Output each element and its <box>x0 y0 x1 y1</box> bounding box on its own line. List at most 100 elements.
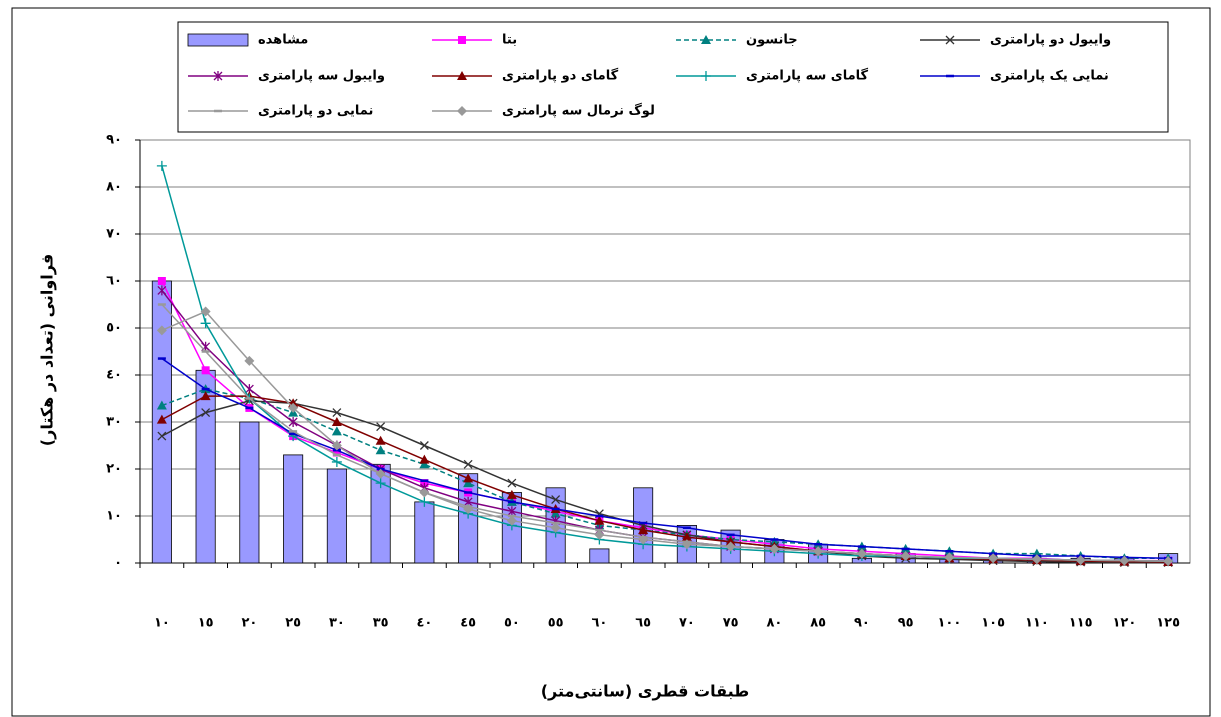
legend-label: مشاهده <box>258 33 308 48</box>
y-tick-label: ٠ <box>114 556 122 571</box>
legend-item: گامای سه پارامتری <box>676 68 869 84</box>
marker <box>157 285 167 296</box>
marker <box>1031 554 1042 565</box>
marker <box>506 515 517 526</box>
marker <box>1163 556 1174 567</box>
legend-item: بتا <box>432 33 517 48</box>
marker <box>638 525 649 535</box>
marker <box>463 459 473 469</box>
x-tick-label: ٤٥ <box>460 616 476 631</box>
x-tick-label: ١٠ <box>154 616 170 631</box>
y-tick-label: ٨٠ <box>106 180 122 195</box>
marker <box>419 441 429 450</box>
marker <box>288 417 298 427</box>
marker <box>375 445 386 455</box>
x-tick-label: ١٢٥ <box>1156 616 1180 631</box>
legend-label: لوگ نرمال سه پارامتری <box>502 102 655 119</box>
marker <box>419 487 430 498</box>
marker <box>376 422 386 432</box>
x-tick-label: ٧٠ <box>679 616 695 631</box>
marker <box>157 277 166 285</box>
legend-item: نمایی یک پارامتری <box>920 69 1109 84</box>
legend-label: بتا <box>502 33 517 48</box>
marker <box>332 408 342 418</box>
series-line <box>161 395 1169 563</box>
marker <box>419 454 430 464</box>
legend-item: مشاهده <box>187 33 308 48</box>
series-line <box>161 357 1169 560</box>
y-tick-label: ٧٠ <box>106 227 122 242</box>
marker <box>769 543 780 554</box>
legend-marker <box>701 71 711 81</box>
x-tick-label: ٥٥ <box>548 616 564 631</box>
marker <box>988 553 999 564</box>
legend-label: وایبول دو پارامتری <box>990 33 1111 48</box>
x-tick-label: ٥٠ <box>504 616 520 631</box>
x-tick-label: ٦٠ <box>591 616 607 631</box>
legend-marker <box>457 71 467 80</box>
x-tick-label: ٣٠ <box>329 616 345 631</box>
marker <box>681 532 692 542</box>
marker <box>157 431 167 441</box>
marker <box>331 417 342 426</box>
marker <box>550 522 561 533</box>
marker <box>463 503 474 514</box>
marker <box>200 391 211 401</box>
marker <box>332 448 341 457</box>
marker <box>156 160 167 171</box>
x-tick-label: ٨٠ <box>766 616 782 631</box>
x-tick-label: ٩٥ <box>898 616 914 631</box>
y-tick-label: ٥٠ <box>106 321 122 336</box>
marker <box>201 408 211 418</box>
legend-label: وایبول سه پارامتری <box>258 69 385 84</box>
marker <box>550 508 561 518</box>
marker <box>507 478 517 488</box>
x-tick-label: ٤٠ <box>416 616 432 631</box>
legend-item: گامای دو پارامتری <box>432 68 619 84</box>
legend-label: نمایی یک پارامتری <box>990 69 1109 84</box>
marker <box>200 306 211 317</box>
x-tick-label: ٧٥ <box>723 616 739 631</box>
marker <box>681 539 692 550</box>
marker <box>506 489 517 499</box>
x-tick-label: ٦٥ <box>635 616 651 631</box>
chart-frame <box>11 7 1211 717</box>
marker <box>507 506 517 517</box>
marker <box>463 478 474 488</box>
legend-label: گامای دو پارامتری <box>502 68 619 84</box>
marker <box>331 456 342 467</box>
marker <box>156 414 167 424</box>
y-axis-title: فراوانی (تعداد در هکتار) <box>38 254 57 446</box>
x-tick-label: ١٠٠ <box>937 616 961 631</box>
marker <box>288 402 299 413</box>
x-tick-label: ٢٥ <box>285 616 301 631</box>
marker <box>594 515 605 525</box>
x-tick-label: ١١٥ <box>1069 616 1093 631</box>
marker <box>331 426 342 436</box>
marker <box>156 325 167 336</box>
marker <box>856 548 867 559</box>
marker <box>244 355 255 366</box>
y-tick-label: ٢٠ <box>106 462 122 477</box>
marker <box>375 468 386 479</box>
marker <box>944 552 955 563</box>
legend-item: نمایی دو پارامتری <box>188 104 373 119</box>
legend-item: وایبول سه پارامتری <box>188 69 385 84</box>
marker <box>638 534 649 545</box>
y-tick-label: ١٠ <box>106 509 122 524</box>
marker <box>375 435 386 445</box>
bar <box>589 548 610 564</box>
marker <box>201 366 210 375</box>
x-tick-label: ١٥ <box>198 616 214 631</box>
y-tick-label: ٣٠ <box>106 415 122 430</box>
marker <box>725 541 736 552</box>
marker <box>419 459 430 469</box>
marker <box>1119 555 1130 566</box>
legend-item: جانسون <box>676 33 798 48</box>
legend-marker <box>457 106 467 116</box>
x-tick-label: ٨٥ <box>810 616 826 631</box>
x-tick-label: ١١٠ <box>1025 616 1049 631</box>
marker <box>594 529 605 540</box>
